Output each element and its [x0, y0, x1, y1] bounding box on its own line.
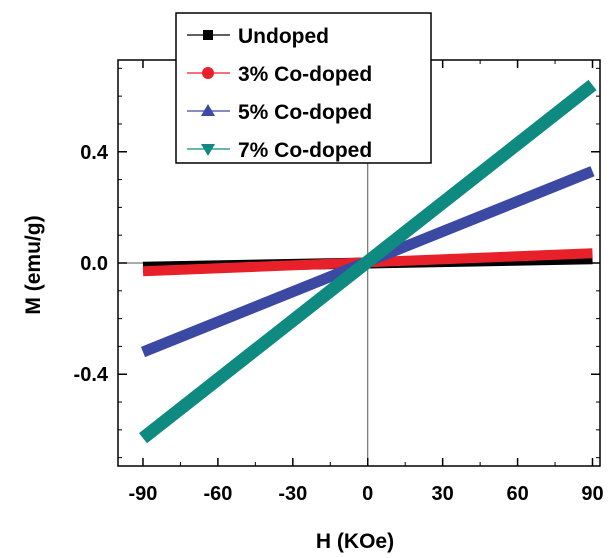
axis-tick-labels: -90 -60 -30 0 30 60 90 -0.4 0.0 0.4: [74, 142, 604, 505]
series-line-3: [138, 79, 597, 444]
legend: Undoped 3% Co-doped 5% Co-doped 7% Co-doped: [175, 12, 432, 164]
y-tick-label: 0.0: [80, 253, 108, 275]
y-tick-label: 0.4: [80, 142, 109, 164]
legend-box: [175, 12, 432, 164]
legend-marker-square: [203, 30, 213, 40]
x-axis-title: H (KOe): [316, 530, 394, 553]
x-tick-label: 30: [432, 483, 454, 505]
legend-label-2: 5% Co-doped: [238, 101, 372, 124]
legend-marker-circle: [202, 67, 214, 79]
legend-marker-triangle-up: [201, 104, 215, 116]
x-tick-label: 60: [506, 483, 528, 505]
y-axis-title: M (emu/g): [22, 215, 45, 314]
y-tick-label: -0.4: [74, 364, 109, 386]
legend-label-0: Undoped: [238, 25, 329, 48]
legend-label-1: 3% Co-doped: [238, 63, 372, 86]
legend-label-3: 7% Co-doped: [238, 139, 372, 162]
x-tick-label: -30: [278, 483, 307, 505]
x-tick-label: -90: [129, 483, 158, 505]
series-layer: [138, 79, 597, 444]
x-tick-label: -60: [203, 483, 232, 505]
legend-marker-triangle-down: [201, 144, 215, 156]
x-tick-label: 90: [581, 483, 603, 505]
x-tick-label: 0: [362, 483, 373, 505]
